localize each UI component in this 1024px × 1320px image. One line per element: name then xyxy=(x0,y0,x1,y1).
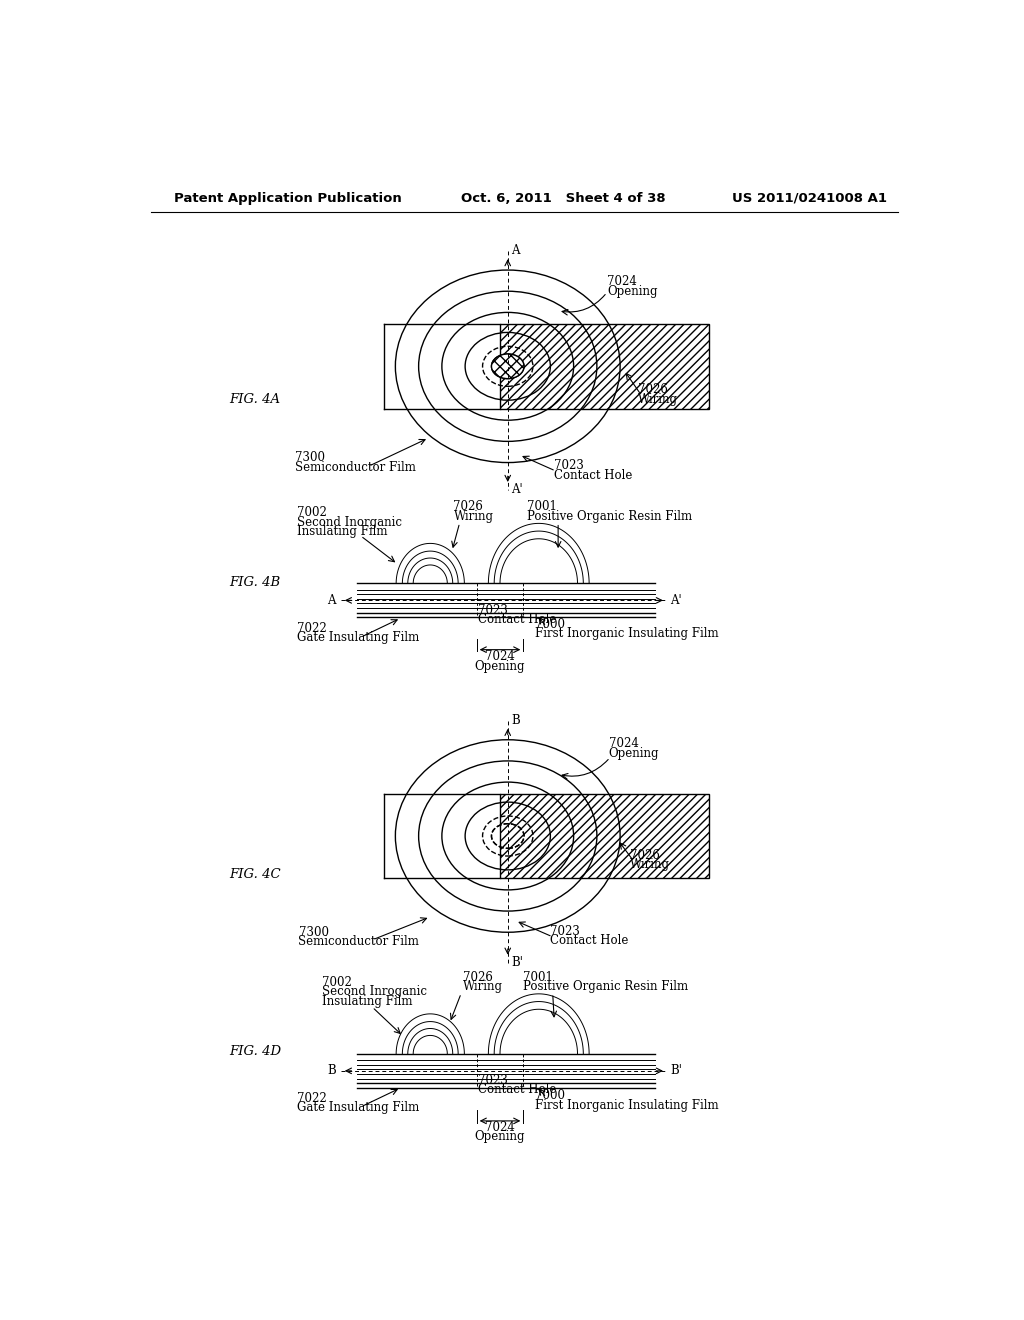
Text: Positive Organic Resin Film: Positive Organic Resin Film xyxy=(527,510,692,523)
Text: B': B' xyxy=(511,956,522,969)
Polygon shape xyxy=(500,793,710,878)
Text: 7023: 7023 xyxy=(554,459,584,471)
Text: A: A xyxy=(511,244,519,257)
Text: 7300: 7300 xyxy=(295,451,325,465)
Text: Opening: Opening xyxy=(475,1130,525,1143)
Text: Semiconductor Film: Semiconductor Film xyxy=(299,936,420,948)
Text: A': A' xyxy=(671,594,682,607)
Text: 7001: 7001 xyxy=(527,500,557,513)
Text: 7002: 7002 xyxy=(297,507,327,520)
Text: 7023: 7023 xyxy=(478,605,508,618)
Text: Gate Insulating Film: Gate Insulating Film xyxy=(297,1101,419,1114)
Text: Oct. 6, 2011   Sheet 4 of 38: Oct. 6, 2011 Sheet 4 of 38 xyxy=(461,191,666,205)
Text: Opening: Opening xyxy=(607,285,657,298)
Text: Positive Organic Resin Film: Positive Organic Resin Film xyxy=(523,979,688,993)
Text: 7024: 7024 xyxy=(485,651,515,664)
Text: 7026: 7026 xyxy=(638,383,668,396)
Text: US 2011/0241008 A1: US 2011/0241008 A1 xyxy=(732,191,888,205)
Text: Opening: Opening xyxy=(475,660,525,673)
Text: First Inorganic Insulating Film: First Inorganic Insulating Film xyxy=(535,1098,719,1111)
Text: 7000: 7000 xyxy=(535,618,565,631)
Text: B': B' xyxy=(671,1064,682,1077)
Text: 7001: 7001 xyxy=(523,970,553,983)
Text: FIG. 4B: FIG. 4B xyxy=(228,576,280,589)
Text: 7022: 7022 xyxy=(297,1092,327,1105)
Text: FIG. 4C: FIG. 4C xyxy=(228,869,281,882)
Text: Wiring: Wiring xyxy=(454,510,494,523)
Text: Insulating Film: Insulating Film xyxy=(322,995,413,1007)
Text: Opening: Opening xyxy=(608,747,659,760)
Text: A': A' xyxy=(511,483,522,496)
Text: Patent Application Publication: Patent Application Publication xyxy=(174,191,402,205)
Text: FIG. 4A: FIG. 4A xyxy=(228,393,280,407)
Text: 7002: 7002 xyxy=(322,977,351,989)
Text: 7300: 7300 xyxy=(299,927,329,939)
Text: Contact Hole: Contact Hole xyxy=(554,469,633,482)
Text: 7026: 7026 xyxy=(454,500,483,513)
Text: Gate Insulating Film: Gate Insulating Film xyxy=(297,631,419,644)
Text: Second Inroganic: Second Inroganic xyxy=(322,986,427,998)
Ellipse shape xyxy=(492,354,524,379)
Text: B: B xyxy=(327,1064,336,1077)
Text: Contact Hole: Contact Hole xyxy=(478,1084,557,1096)
Text: 7000: 7000 xyxy=(535,1089,565,1102)
Text: Insulating Film: Insulating Film xyxy=(297,525,387,539)
Text: 7024: 7024 xyxy=(607,276,637,289)
Text: Wiring: Wiring xyxy=(463,979,503,993)
Text: Contact Hole: Contact Hole xyxy=(550,933,629,946)
Text: 7024: 7024 xyxy=(608,738,638,751)
Text: First Inorganic Insulating Film: First Inorganic Insulating Film xyxy=(535,627,719,640)
Text: 7024: 7024 xyxy=(485,1121,515,1134)
Text: B: B xyxy=(511,714,519,726)
Text: Wiring: Wiring xyxy=(638,393,678,407)
Text: 7023: 7023 xyxy=(550,924,581,937)
Text: Contact Hole: Contact Hole xyxy=(478,614,557,627)
Text: Semiconductor Film: Semiconductor Film xyxy=(295,461,416,474)
Text: Second Inorganic: Second Inorganic xyxy=(297,516,402,529)
Text: 7023: 7023 xyxy=(478,1074,508,1086)
Text: A: A xyxy=(328,594,336,607)
Text: Wiring: Wiring xyxy=(630,858,670,871)
Text: 7026: 7026 xyxy=(463,970,493,983)
Text: FIG. 4D: FIG. 4D xyxy=(228,1045,281,1059)
Polygon shape xyxy=(500,323,710,409)
Text: 7022: 7022 xyxy=(297,622,327,635)
Text: 7026: 7026 xyxy=(630,849,660,862)
